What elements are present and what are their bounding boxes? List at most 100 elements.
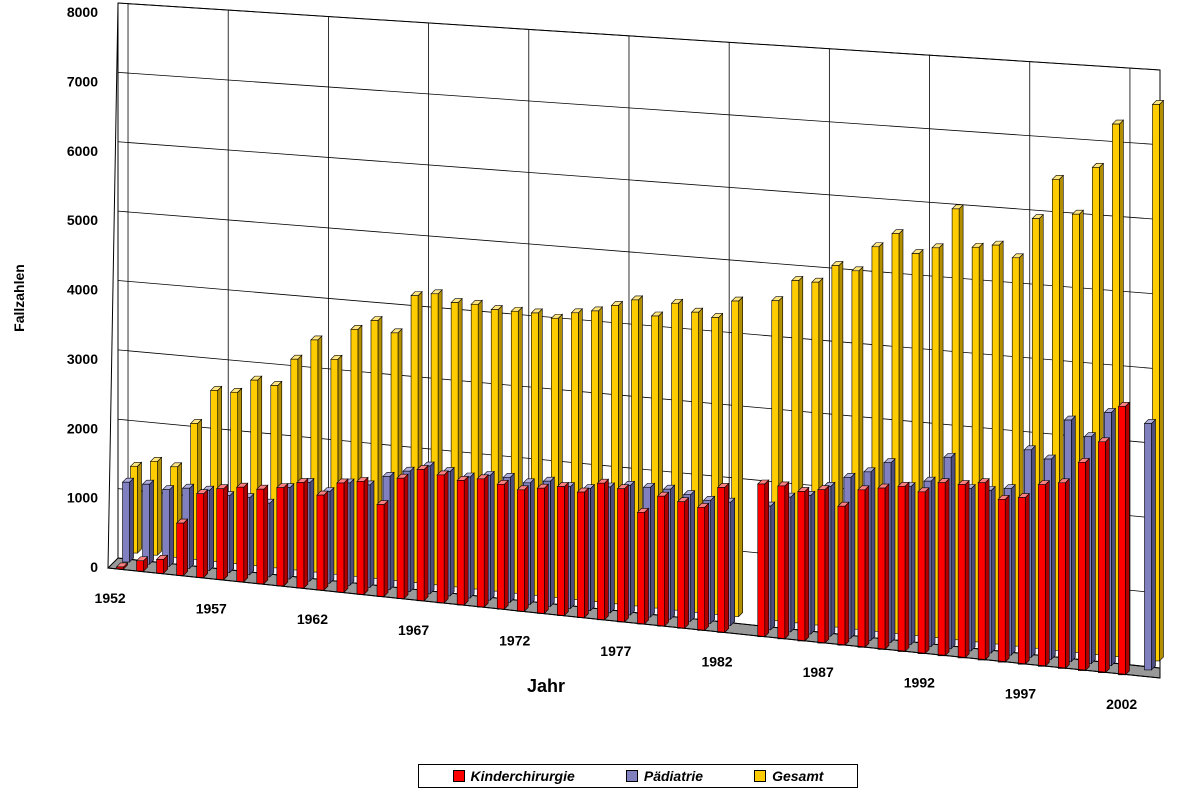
bar-kinderchirurgie bbox=[636, 507, 650, 625]
bar-kinderchirurgie bbox=[817, 484, 830, 644]
x-tick-label: 1987 bbox=[803, 664, 834, 680]
bar-kinderchirurgie bbox=[777, 481, 790, 640]
bar-kinderchirurgie bbox=[897, 481, 910, 653]
bar-kinderchirurgie bbox=[376, 499, 389, 598]
bar-kinderchirurgie bbox=[957, 479, 970, 659]
bar-gesamt bbox=[730, 296, 744, 618]
bar-pädiatrie bbox=[161, 484, 175, 568]
y-axis-line bbox=[107, 2, 119, 569]
bar-kinderchirurgie bbox=[436, 470, 449, 604]
bar-kinderchirurgie bbox=[236, 482, 249, 583]
gridline-horizontal bbox=[117, 2, 1161, 71]
legend-item-gesamt: Gesamt bbox=[754, 768, 823, 784]
x-axis: 1952 1957 1962 1967 1972 1977 1982 1987 1992 1997… bbox=[95, 567, 1161, 712]
y-tick-label: 4000 bbox=[67, 282, 98, 298]
x-tick-label: 1967 bbox=[398, 622, 429, 638]
bar-kinderchirurgie bbox=[616, 483, 630, 623]
x-tick-label: 1957 bbox=[196, 601, 227, 617]
bar-kinderchirurgie bbox=[576, 487, 590, 619]
bar-kinderchirurgie bbox=[195, 488, 209, 579]
legend-label: Pädiatrie bbox=[643, 768, 703, 784]
legend-label: Kinderchirurgie bbox=[470, 768, 575, 784]
bar-kinderchirurgie bbox=[556, 481, 570, 617]
bar-kinderchirurgie bbox=[1017, 492, 1030, 665]
bar-kinderchirurgie bbox=[316, 490, 329, 591]
bar-kinderchirurgie bbox=[837, 501, 850, 646]
legend-swatch bbox=[625, 770, 638, 782]
bar-kinderchirurgie bbox=[676, 497, 690, 630]
bar-pädiatrie bbox=[141, 479, 155, 565]
y-tick-label: 3000 bbox=[67, 351, 98, 367]
bar-kinderchirurgie bbox=[1117, 401, 1131, 676]
bar-kinderchirurgie bbox=[656, 491, 670, 627]
bar-kinderchirurgie bbox=[296, 477, 309, 589]
x-tick-label: 1997 bbox=[1005, 685, 1036, 701]
bar-kinderchirurgie bbox=[516, 485, 530, 613]
legend-item-paediatrie: Pädiatrie bbox=[625, 768, 703, 784]
gridline-horizontal bbox=[117, 71, 1161, 146]
x-tick-label: 1962 bbox=[297, 611, 328, 627]
bar-kinderchirurgie bbox=[917, 487, 930, 655]
x-tick-label: 1977 bbox=[600, 643, 631, 659]
bar-kinderchirurgie bbox=[356, 476, 369, 596]
y-tick-label: 6000 bbox=[67, 143, 98, 159]
legend-label: Gesamt bbox=[772, 768, 824, 784]
x-tick-label: 1972 bbox=[499, 632, 530, 648]
bar-kinderchirurgie bbox=[135, 556, 149, 572]
bar-gesamt bbox=[149, 456, 163, 556]
bar-kinderchirurgie bbox=[877, 483, 890, 651]
legend-swatch bbox=[754, 770, 767, 782]
bar-kinderchirurgie bbox=[416, 464, 429, 602]
y-tick-label: 2000 bbox=[67, 420, 98, 436]
y-tick-label: 1000 bbox=[67, 490, 98, 506]
bar-gesamt bbox=[1151, 99, 1165, 662]
bar-kinderchirurgie bbox=[336, 478, 349, 594]
bar-kinderchirurgie bbox=[857, 485, 870, 649]
bar-kinderchirurgie bbox=[977, 478, 990, 661]
x-tick-label: 1992 bbox=[904, 675, 935, 691]
bar-pädiatrie bbox=[121, 477, 135, 563]
gridline-horizontal bbox=[117, 141, 1161, 220]
bar-kinderchirurgie bbox=[696, 502, 710, 632]
bar-kinderchirurgie bbox=[716, 482, 730, 634]
legend-swatch bbox=[452, 770, 465, 782]
bar-kinderchirurgie bbox=[1077, 457, 1091, 672]
bar-pädiatrie bbox=[1143, 418, 1157, 671]
bar-kinderchirurgie bbox=[155, 554, 169, 575]
bar-kinderchirurgie bbox=[276, 482, 289, 587]
y-tick-label: 5000 bbox=[67, 212, 98, 228]
bar-kinderchirurgie bbox=[476, 474, 489, 608]
bar-kinderchirurgie bbox=[256, 484, 269, 585]
bar-kinderchirurgie bbox=[757, 479, 770, 638]
bar-kinderchirurgie bbox=[1037, 479, 1051, 668]
bars bbox=[115, 99, 1165, 676]
legend-item-kinderchirurgie: Kinderchirurgie bbox=[452, 768, 575, 784]
y-axis-label: Fallzahlen bbox=[11, 264, 27, 332]
bar-kinderchirurgie bbox=[596, 478, 610, 621]
x-axis-label: Jahr bbox=[527, 676, 565, 696]
y-tick-label: 7000 bbox=[67, 73, 98, 89]
bar-kinderchirurgie bbox=[175, 518, 189, 577]
bar-kinderchirurgie bbox=[797, 486, 810, 642]
y-tick-label: 0 bbox=[90, 559, 98, 575]
bar-kinderchirurgie bbox=[997, 494, 1010, 663]
bar-kinderchirurgie bbox=[215, 483, 229, 581]
y-tick-label: 8000 bbox=[67, 4, 98, 20]
x-axis-line bbox=[107, 567, 1161, 679]
bar-kinderchirurgie bbox=[456, 475, 469, 606]
y-axis: 0 1000 2000 3000 4000 5000 6000 7000 8000 bbox=[67, 2, 119, 575]
x-tick-label: 1952 bbox=[95, 590, 126, 606]
bar-kinderchirurgie bbox=[536, 483, 550, 615]
bar-kinderchirurgie bbox=[1097, 437, 1111, 674]
bar-gesamt bbox=[129, 461, 143, 554]
legend: Kinderchirurgie Pädiatrie Gesamt bbox=[418, 764, 858, 788]
bar-kinderchirurgie bbox=[496, 479, 509, 610]
x-tick-label: 2002 bbox=[1106, 696, 1137, 712]
gridline-horizontal bbox=[117, 210, 1161, 295]
x-tick-label: 1982 bbox=[701, 654, 732, 670]
bar-kinderchirurgie bbox=[115, 562, 129, 570]
bar-kinderchirurgie bbox=[396, 473, 409, 600]
bar-kinderchirurgie bbox=[937, 477, 950, 657]
bar-kinderchirurgie bbox=[1057, 478, 1071, 670]
